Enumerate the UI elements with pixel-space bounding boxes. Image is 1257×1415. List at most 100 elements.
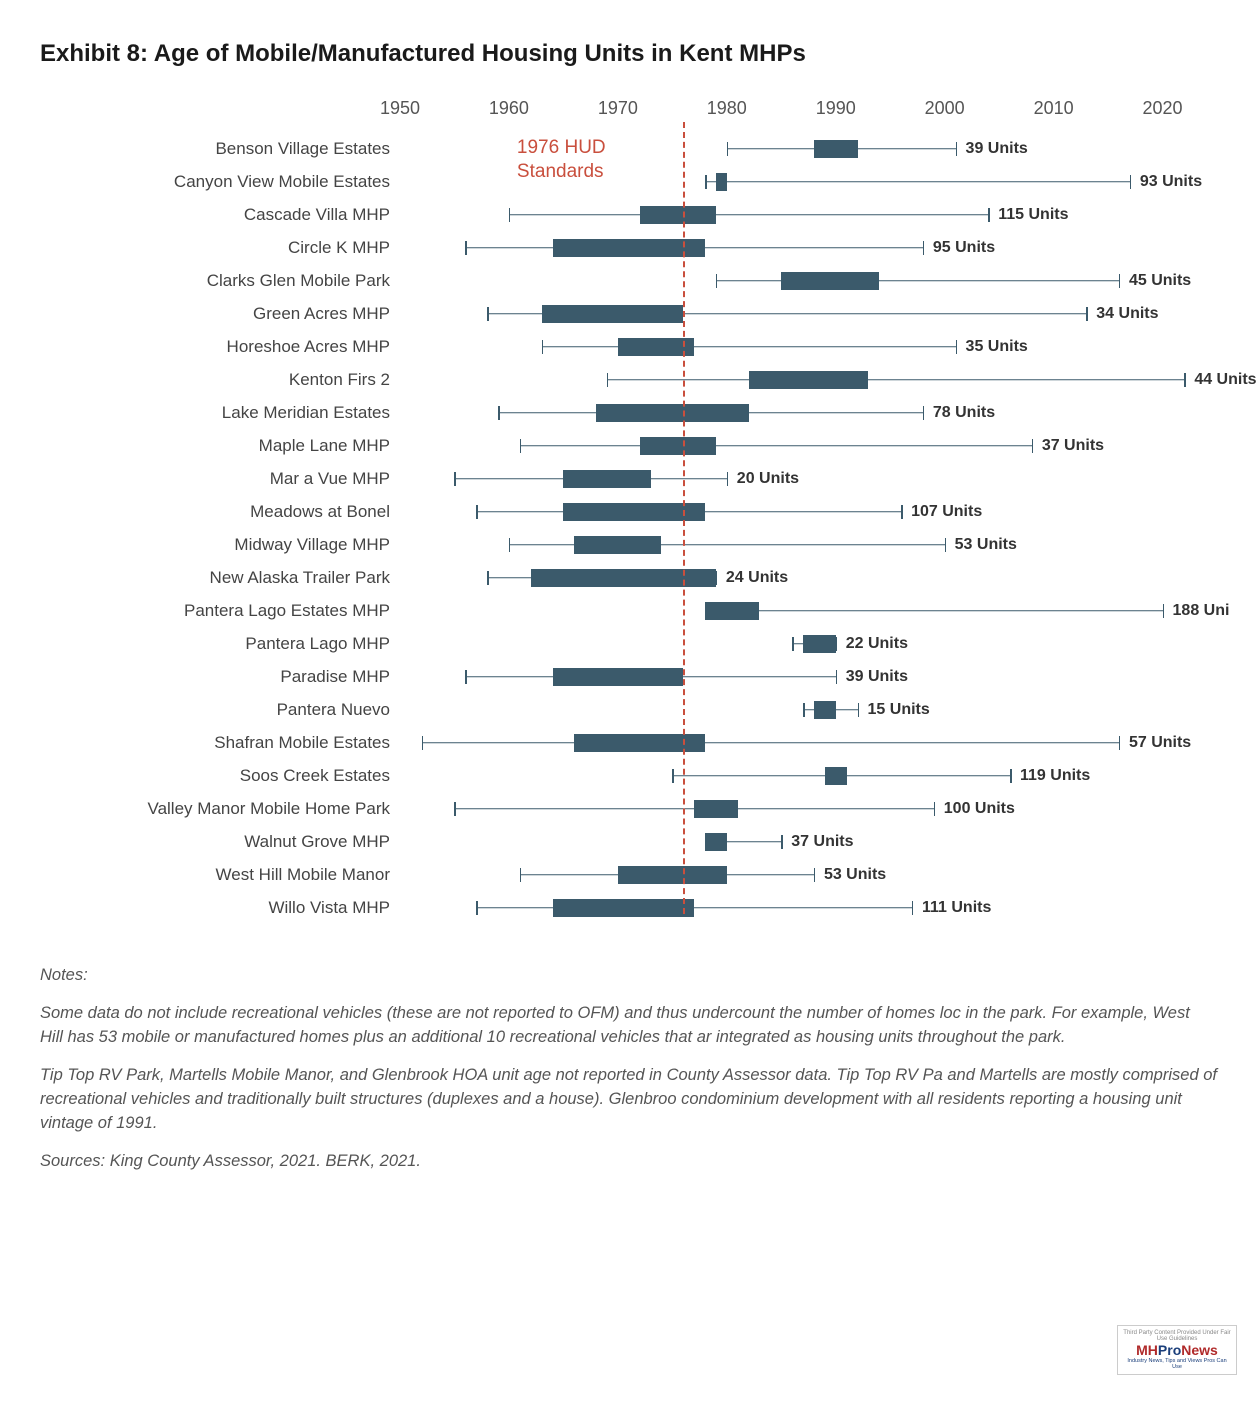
- row-label: Pantera Lago Estates MHP: [40, 601, 400, 621]
- row-label: Midway Village MHP: [40, 535, 400, 555]
- row-plot: 44 Units: [400, 363, 1217, 396]
- notes-heading: Notes:: [40, 964, 1217, 988]
- logo-brand: MHProNews: [1122, 1342, 1232, 1358]
- logo-tagline: Industry News, Tips and Views Pros Can U…: [1122, 1358, 1232, 1370]
- row-plot: 39 Units: [400, 660, 1217, 693]
- logo-disclaimer: Third Party Content Provided Under Fair …: [1122, 1330, 1232, 1342]
- chart-row: Soos Creek Estates119 Units: [40, 759, 1217, 792]
- row-label: Clarks Glen Mobile Park: [40, 271, 400, 291]
- row-plot: 22 Units: [400, 627, 1217, 660]
- row-label: Benson Village Estates: [40, 139, 400, 159]
- units-label: 37 Units: [791, 833, 853, 851]
- units-label: 44 Units: [1194, 371, 1256, 389]
- chart-row: Paradise MHP 39 Units: [40, 660, 1217, 693]
- hud-standards-label: 1976 HUD Standards: [517, 136, 606, 184]
- row-plot: 15 Units: [400, 693, 1217, 726]
- chart-row: Benson Village Estates 39 Units: [40, 132, 1217, 165]
- row-label: New Alaska Trailer Park: [40, 568, 400, 588]
- units-label: 37 Units: [1042, 437, 1104, 455]
- row-label: Valley Manor Mobile Home Park: [40, 799, 400, 819]
- units-label: 53 Units: [955, 536, 1017, 554]
- row-label: Kenton Firs 2: [40, 370, 400, 390]
- row-plot: 34 Units: [400, 297, 1217, 330]
- row-plot: 37 Units: [400, 825, 1217, 858]
- row-plot: 37 Units: [400, 429, 1217, 462]
- hud-reference-line: [683, 122, 685, 914]
- units-label: 78 Units: [933, 404, 995, 422]
- chart-row: Cascade Villa MHP 115 Units: [40, 198, 1217, 231]
- row-plot: 45 Units: [400, 264, 1217, 297]
- chart-row: Kenton Firs 244 Units: [40, 363, 1217, 396]
- age-chart: 19501960197019801990200020102020 1976 HU…: [40, 98, 1217, 924]
- units-label: 39 Units: [846, 668, 908, 686]
- row-label: West Hill Mobile Manor: [40, 865, 400, 885]
- chart-row: Maple Lane MHP 37 Units: [40, 429, 1217, 462]
- row-label: Paradise MHP: [40, 667, 400, 687]
- chart-row: Midway Village MHP 53 Units: [40, 528, 1217, 561]
- notes-paragraph-1: Some data do not include recreational ve…: [40, 1002, 1217, 1050]
- mhpronews-logo: Third Party Content Provided Under Fair …: [1117, 1325, 1237, 1375]
- notes-section: Notes: Some data do not include recreati…: [40, 964, 1217, 1173]
- row-label: Willo Vista MHP: [40, 898, 400, 918]
- row-label: Canyon View Mobile Estates: [40, 172, 400, 192]
- row-plot: 53 Units: [400, 528, 1217, 561]
- units-label: 111 Units: [922, 899, 991, 917]
- row-plot: 20 Units: [400, 462, 1217, 495]
- row-plot: 115 Units: [400, 198, 1217, 231]
- chart-row: Walnut Grove MHP37 Units: [40, 825, 1217, 858]
- row-label: Shafran Mobile Estates: [40, 733, 400, 753]
- chart-row: Clarks Glen Mobile Park 45 Units: [40, 264, 1217, 297]
- units-label: 34 Units: [1096, 305, 1158, 323]
- chart-row: Pantera Lago Estates MHP188 Uni: [40, 594, 1217, 627]
- exhibit-title: Exhibit 8: Age of Mobile/Manufactured Ho…: [40, 40, 1217, 68]
- units-label: 35 Units: [966, 338, 1028, 356]
- row-plot: 78 Units: [400, 396, 1217, 429]
- row-plot: 119 Units: [400, 759, 1217, 792]
- chart-row: Shafran Mobile Estates57 Units: [40, 726, 1217, 759]
- row-plot: 24 Units: [400, 561, 1217, 594]
- units-label: 24 Units: [726, 569, 788, 587]
- row-label: Lake Meridian Estates: [40, 403, 400, 423]
- chart-row: Green Acres MHP 34 Units: [40, 297, 1217, 330]
- x-axis: 19501960197019801990200020102020: [400, 98, 1217, 122]
- chart-row: Pantera Nuevo 15 Units: [40, 693, 1217, 726]
- units-label: 15 Units: [868, 701, 930, 719]
- chart-row: Pantera Lago MHP22 Units: [40, 627, 1217, 660]
- chart-row: Circle K MHP 95 Units: [40, 231, 1217, 264]
- row-plot: 188 Uni: [400, 594, 1217, 627]
- chart-row: Lake Meridian Estates 78 Units: [40, 396, 1217, 429]
- row-plot: 95 Units: [400, 231, 1217, 264]
- row-plot: 35 Units: [400, 330, 1217, 363]
- row-label: Green Acres MHP: [40, 304, 400, 324]
- chart-row: Canyon View Mobile Estates 93 Units: [40, 165, 1217, 198]
- chart-row: Horeshoe Acres MHP35 Units: [40, 330, 1217, 363]
- row-plot: 111 Units: [400, 891, 1217, 924]
- row-plot: 107 Units: [400, 495, 1217, 528]
- units-label: 95 Units: [933, 239, 995, 257]
- notes-paragraph-2: Tip Top RV Park, Martells Mobile Manor, …: [40, 1064, 1217, 1136]
- chart-row: Willo Vista MHP 111 Units: [40, 891, 1217, 924]
- chart-rows: 1976 HUD Standards Benson Village Estate…: [40, 132, 1217, 924]
- units-label: 20 Units: [737, 470, 799, 488]
- row-plot: 53 Units: [400, 858, 1217, 891]
- row-label: Maple Lane MHP: [40, 436, 400, 456]
- row-label: Meadows at Bonel: [40, 502, 400, 522]
- row-label: Pantera Nuevo: [40, 700, 400, 720]
- row-plot: 57 Units: [400, 726, 1217, 759]
- chart-row: Valley Manor Mobile Home Park100 Units: [40, 792, 1217, 825]
- row-label: Cascade Villa MHP: [40, 205, 400, 225]
- chart-row: Mar a Vue MHP 20 Units: [40, 462, 1217, 495]
- chart-row: New Alaska Trailer Park 24 Units: [40, 561, 1217, 594]
- chart-row: Meadows at Bonel 107 Units: [40, 495, 1217, 528]
- units-label: 93 Units: [1140, 173, 1202, 191]
- chart-row: West Hill Mobile Manor 53 Units: [40, 858, 1217, 891]
- units-label: 107 Units: [911, 503, 982, 521]
- units-label: 188 Uni: [1173, 602, 1230, 620]
- units-label: 22 Units: [846, 635, 908, 653]
- units-label: 53 Units: [824, 866, 886, 884]
- units-label: 45 Units: [1129, 272, 1191, 290]
- row-label: Mar a Vue MHP: [40, 469, 400, 489]
- row-label: Circle K MHP: [40, 238, 400, 258]
- units-label: 39 Units: [966, 140, 1028, 158]
- units-label: 115 Units: [998, 206, 1068, 224]
